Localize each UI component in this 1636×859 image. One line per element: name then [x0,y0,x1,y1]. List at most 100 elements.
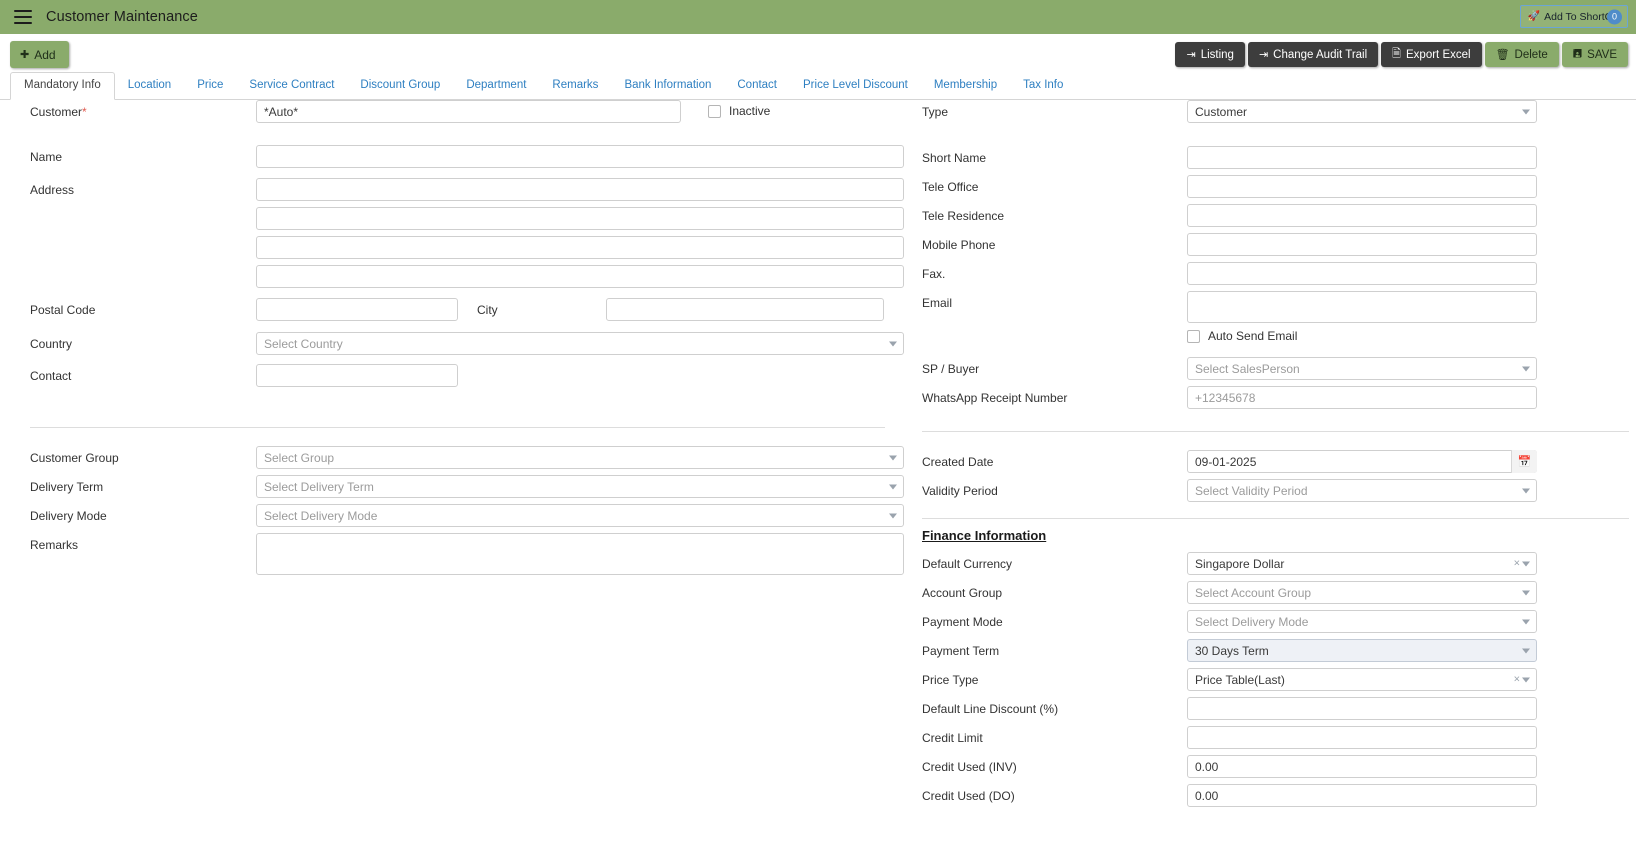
address-line-1-input[interactable] [256,178,904,201]
fax-input[interactable] [1187,262,1537,285]
tele-office-input[interactable] [1187,175,1537,198]
tab-price[interactable]: Price [197,79,224,91]
remarks-textarea[interactable] [256,533,904,575]
default-currency-select[interactable]: Singapore Dollar × [1187,552,1537,575]
payment-mode-select[interactable]: Select Delivery Mode [1187,610,1537,633]
tab-price-level-discount[interactable]: Price Level Discount [803,79,908,91]
action-toolbar: ✚ Add ⇥ Listing ⇥ Change Audit Trail 🗎 E… [0,34,1636,72]
address-line-4-input[interactable] [256,265,904,288]
sp-buyer-select[interactable]: Select SalesPerson [1187,357,1537,380]
credit-used-do-label: Credit Used (DO) [922,789,1015,803]
country-select[interactable]: Select Country [256,332,904,355]
default-currency-label: Default Currency [922,557,1013,571]
left-divider [30,427,885,428]
tab-discount-group[interactable]: Discount Group [360,79,441,91]
inactive-checkbox[interactable] [708,104,721,118]
listing-button-label: Listing [1200,48,1234,61]
add-to-shortcut-button[interactable]: 🚀 Add To ShortCut 0 [1519,5,1628,28]
tab-mandatory-info[interactable]: Mandatory Info [10,72,115,100]
created-date-control: 📅 [1187,450,1537,473]
field-row-account-group: Account Group Select Account Group [915,581,1636,604]
clear-icon[interactable]: × [1513,673,1520,685]
add-button[interactable]: ✚ Add [10,41,69,68]
field-row-auto-send-email: Auto Send Email [915,329,1636,343]
field-row-payment-mode: Payment Mode Select Delivery Mode [915,610,1636,633]
app-header: Customer Maintenance 🚀 Add To ShortCut 0 [0,0,1636,34]
calendar-icon[interactable]: 📅 [1511,450,1537,473]
email-label: Email [922,296,953,310]
delivery-mode-select[interactable]: Select Delivery Mode [256,504,904,527]
field-row-payment-term: Payment Term 30 Days Term [915,639,1636,662]
credit-limit-input[interactable] [1187,726,1537,749]
postal-code-input[interactable] [256,298,458,321]
delete-button[interactable]: 🗑 Delete [1484,42,1559,67]
field-row-address-3 [0,236,915,259]
field-row-country: Country Select Country [0,332,915,355]
email-textarea[interactable] [1187,291,1537,323]
field-row-tele-residence: Tele Residence [915,204,1636,227]
toolbar-right-group: ⇥ Listing ⇥ Change Audit Trail 🗎 Export … [1175,42,1628,67]
address-line-2-input[interactable] [256,207,904,230]
created-date-label: Created Date [922,455,994,469]
address-line-3-input[interactable] [256,236,904,259]
change-audit-trail-button[interactable]: ⇥ Change Audit Trail [1247,42,1379,67]
chevron-down-icon [1522,561,1530,566]
mobile-phone-input[interactable] [1187,233,1537,256]
credit-limit-label: Credit Limit [922,731,983,745]
tab-bar: Mandatory Info Location Price Service Co… [0,72,1636,100]
chevron-down-icon [1522,619,1530,624]
chevron-down-icon [1522,366,1530,371]
default-line-discount-input[interactable] [1187,697,1537,720]
excel-icon: 🗎 [1392,48,1402,60]
payment-term-select[interactable]: 30 Days Term [1187,639,1537,662]
name-label: Name [30,150,63,164]
credit-used-inv-label: Credit Used (INV) [922,760,1017,774]
account-group-label: Account Group [922,586,1003,600]
tab-service-contract[interactable]: Service Contract [249,79,335,91]
customer-group-select[interactable]: Select Group [256,446,904,469]
field-row-postal-city: Postal Code City [0,298,915,321]
contact-input[interactable] [256,364,458,387]
default-currency-selected-value: Singapore Dollar [1195,556,1285,571]
short-name-input[interactable] [1187,146,1537,169]
customer-input[interactable] [256,100,681,123]
tab-bank-information[interactable]: Bank Information [624,79,712,91]
delivery-term-select[interactable]: Select Delivery Term [256,475,904,498]
chevron-down-icon [1522,109,1530,114]
auto-send-email-spacer [915,329,1187,334]
whatsapp-input[interactable] [1187,386,1537,409]
save-button[interactable]: 🖪 SAVE [1561,42,1628,67]
delete-button-label: Delete [1514,48,1548,61]
account-group-select[interactable]: Select Account Group [1187,581,1537,604]
address-spacer-2 [0,207,256,212]
clear-icon[interactable]: × [1513,557,1520,569]
city-input[interactable] [606,298,884,321]
export-excel-button[interactable]: 🗎 Export Excel [1381,42,1482,67]
country-label: Country [30,337,73,351]
tab-tax-info[interactable]: Tax Info [1023,79,1064,91]
validity-period-select[interactable]: Select Validity Period [1187,479,1537,502]
tab-contact[interactable]: Contact [737,79,778,91]
add-to-shortcut-label: Add To ShortCut [1544,10,1621,23]
save-icon: 🖪 [1572,48,1583,60]
price-type-select[interactable]: Price Table(Last) × [1187,668,1537,691]
field-row-whatsapp: WhatsApp Receipt Number [915,386,1636,409]
remarks-label: Remarks [30,538,79,552]
tab-remarks[interactable]: Remarks [552,79,599,91]
credit-used-inv-input[interactable] [1187,755,1537,778]
type-select[interactable]: Customer [1187,100,1537,123]
validity-period-selected-value: Select Validity Period [1195,483,1308,498]
created-date-input[interactable] [1187,450,1537,473]
credit-used-do-input[interactable] [1187,784,1537,807]
auto-send-email-checkbox[interactable] [1187,329,1200,343]
tab-membership[interactable]: Membership [933,79,998,91]
field-row-sp-buyer: SP / Buyer Select SalesPerson [915,357,1636,380]
tele-residence-input[interactable] [1187,204,1537,227]
name-input[interactable] [256,145,904,168]
hamburger-icon[interactable] [14,10,32,24]
listing-button[interactable]: ⇥ Listing [1175,42,1245,67]
tab-department[interactable]: Department [466,79,527,91]
add-button-label: Add [34,47,56,62]
tab-location[interactable]: Location [127,79,172,91]
fax-label: Fax. [922,267,946,281]
